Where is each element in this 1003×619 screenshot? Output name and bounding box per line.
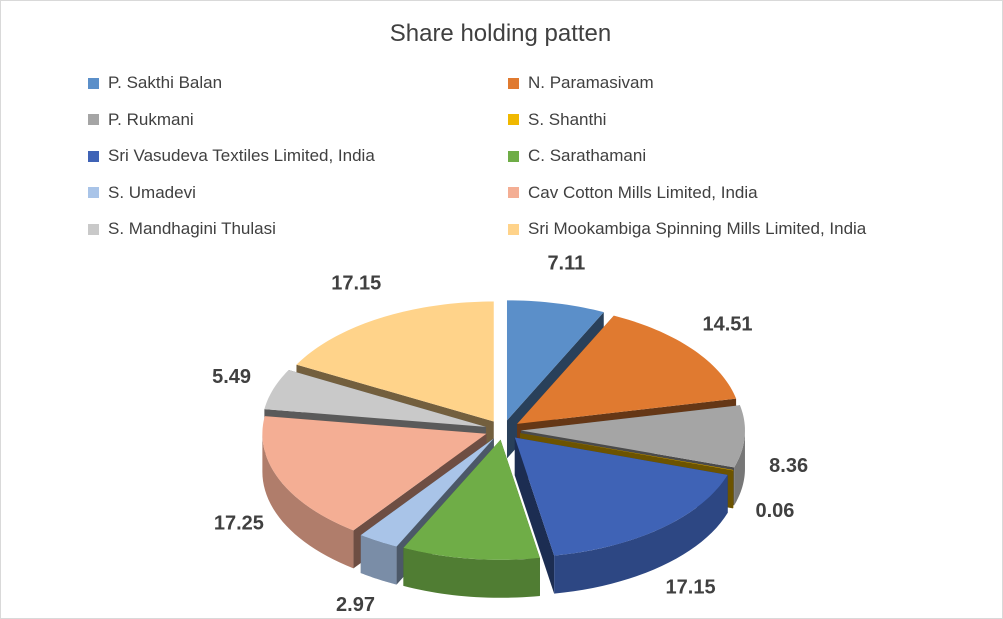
- data-label-cav-cotton-mills-limited-india: 17.25: [214, 513, 264, 535]
- slice-outer-wall: [554, 474, 728, 594]
- legend-label: S. Mandhagini Thulasi: [108, 219, 276, 238]
- data-label-s-umadevi: 2.97: [336, 594, 375, 616]
- pie-slice-sri-vasudeva-textiles-limited-india: [514, 437, 728, 594]
- legend-label: P. Sakthi Balan: [108, 73, 223, 92]
- slice-top: [520, 405, 745, 468]
- legend-label: S. Umadevi: [108, 182, 196, 202]
- legend-item-p-rukmani: P. Rukmani: [88, 109, 508, 131]
- legend-swatch: [88, 187, 99, 198]
- legend-label: P. Rukmani: [108, 109, 194, 129]
- data-label-p-rukmani: 8.36: [769, 455, 808, 477]
- data-label-s-shanthi: 0.06: [755, 500, 794, 522]
- chart-legend: P. Sakthi Balan N. Paramasivam P. Rukmani S…: [88, 72, 968, 240]
- slice-outer-wall: [734, 430, 745, 506]
- slice-top: [262, 416, 487, 531]
- legend-item-s-mandhagini-thulasi: S. Mandhagini Thulasi: [88, 218, 508, 240]
- data-labels: 7.11 14.51 8.36 0.06 17.15 9.95 2.97 17.25 5.49 1…: [212, 252, 808, 619]
- legend-item-c-sarathamani: C. Sarathamani: [508, 145, 948, 167]
- slice-top: [403, 439, 540, 560]
- legend-item-sri-mookambiga-spinning-mills-limited-india: Sri Mookambiga Spinning Mills Limited, I…: [508, 218, 948, 240]
- legend-item-sri-vasudeva-textiles-limited-india: Sri Vasudeva Textiles Limited, India: [88, 145, 508, 167]
- legend-swatch: [508, 150, 519, 162]
- data-label-sri-vasudeva-textiles-limited-india: 17.15: [666, 576, 716, 598]
- legend-item-p-sakthi-balan: P. Sakthi Balan: [88, 72, 508, 94]
- data-label-sri-mookambiga-spinning-mills-limited-india: 17.15: [331, 272, 381, 294]
- legend-label: Sri Mookambiga Spinning Mills Limited, I…: [528, 219, 867, 238]
- legend-swatch: [88, 114, 99, 125]
- legend-swatch: [88, 150, 99, 162]
- legend-label: S. Shanthi: [528, 109, 607, 129]
- slice-top: [506, 300, 604, 421]
- legend-swatch: [508, 114, 519, 125]
- legend-item-s-shanthi: S. Shanthi: [508, 109, 948, 131]
- legend-swatch: [88, 77, 99, 89]
- data-label-c-sarathamani: 9.95: [445, 617, 484, 619]
- legend-label: N. Paramasivam: [528, 73, 654, 92]
- legend-swatch: [508, 187, 519, 198]
- chart-title: Share holding patten: [389, 20, 612, 47]
- slice-outer-wall: [262, 433, 354, 569]
- slice-outer-wall: [403, 547, 540, 598]
- slice-top: [514, 437, 728, 556]
- legend-swatch: [508, 223, 519, 235]
- slice-top: [517, 315, 737, 424]
- legend-item-cav-cotton-mills-limited-india: Cav Cotton Mills Limited, India: [508, 182, 948, 204]
- pie-sides: [262, 300, 745, 598]
- legend-label: C. Sarathamani: [528, 146, 647, 165]
- legend-item-s-umadevi: S. Umadevi: [88, 182, 508, 204]
- slice-top: [264, 370, 486, 427]
- slice-top: [296, 301, 494, 422]
- slice-side-wall: [514, 437, 555, 594]
- pie-slice-c-sarathamani: [403, 439, 540, 598]
- legend-label: Cav Cotton Mills Limited, India: [528, 182, 758, 202]
- legend-label: Sri Vasudeva Textiles Limited, India: [108, 146, 375, 165]
- legend-swatch: [508, 77, 519, 89]
- slice-top: [520, 433, 734, 471]
- legend-item-n-paramasivam: N. Paramasivam: [508, 72, 948, 94]
- data-label-n-paramasivam: 14.51: [702, 313, 752, 335]
- slice-top: [360, 438, 494, 547]
- slice-outer-wall: [360, 535, 397, 585]
- legend-swatch: [88, 223, 99, 235]
- data-label-s-mandhagini-thulasi: 5.49: [212, 366, 251, 388]
- data-label-p-sakthi-balan: 7.11: [547, 252, 585, 274]
